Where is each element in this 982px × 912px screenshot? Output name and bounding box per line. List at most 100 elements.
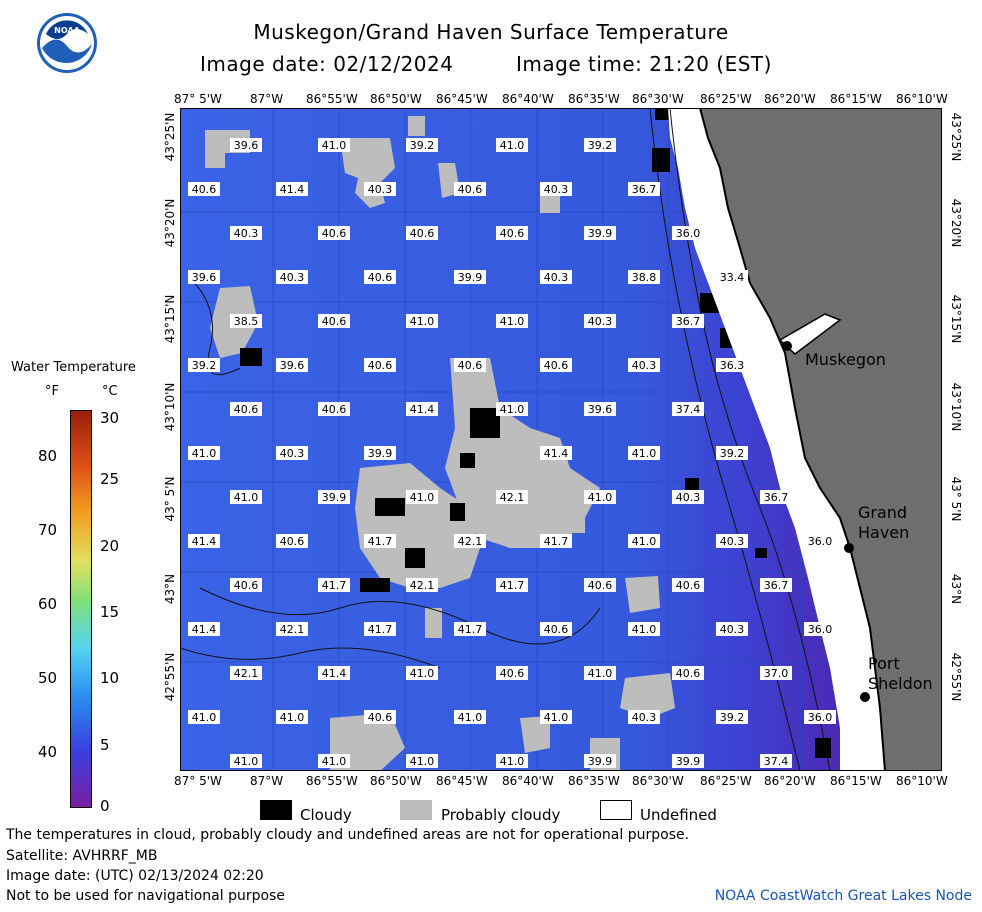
temperature-value: 41.0 [192, 447, 217, 460]
temperature-value: 40.3 [368, 183, 393, 196]
temperature-label: 40.3 [584, 314, 616, 328]
temperature-value: 37.4 [676, 403, 701, 416]
temperature-value: 40.6 [500, 227, 525, 240]
lon-label: 86°25'W [700, 92, 752, 106]
lon-label: 86°40'W [502, 92, 554, 106]
map-frame [180, 108, 942, 771]
lon-label: 86°50'W [370, 774, 422, 788]
temperature-label: 38.8 [628, 270, 660, 284]
lon-label: 86°35'W [568, 92, 620, 106]
temperature-value: 40.6 [410, 227, 435, 240]
temperature-label: 36.7 [760, 490, 792, 504]
temperature-label: 39.2 [406, 138, 438, 152]
temperature-label: 36.0 [804, 622, 836, 636]
colorbar-c-tick: 25 [100, 470, 120, 488]
temperature-label: 41.0 [496, 314, 528, 328]
temperature-label: 36.7 [672, 314, 704, 328]
temperature-value: 40.3 [632, 359, 657, 372]
temperature-label: 41.0 [540, 710, 572, 724]
colorbar-c-tick: 15 [100, 603, 120, 621]
temperature-value: 40.3 [676, 491, 701, 504]
temperature-value: 41.0 [632, 535, 657, 548]
temperature-label: 39.6 [276, 358, 308, 372]
colorbar [70, 410, 92, 808]
temperature-label: 40.6 [364, 710, 396, 724]
temperature-value: 40.6 [368, 711, 393, 724]
colorbar-c-tick: 0 [100, 797, 110, 815]
lon-label: 86°20'W [764, 774, 816, 788]
temperature-value: 39.9 [588, 227, 613, 240]
lon-label: 86°55'W [306, 774, 358, 788]
temperature-value: 41.0 [322, 755, 347, 768]
land-area [698, 108, 942, 771]
lat-label: 43° 5'N [949, 476, 963, 522]
page-title: Muskegon/Grand Haven Surface Temperature [253, 20, 729, 44]
footer-disclaimer: The temperatures in cloud, probably clou… [6, 827, 690, 843]
temperature-value: 40.3 [280, 271, 305, 284]
temperature-label: 40.3 [230, 226, 262, 240]
temperature-label: 41.0 [406, 754, 438, 768]
temperature-label: 41.0 [406, 666, 438, 680]
temperature-value: 38.5 [234, 315, 259, 328]
temperature-value: 41.0 [234, 491, 259, 504]
temperature-value: 42.1 [410, 579, 435, 592]
temperature-label: 37.4 [672, 402, 704, 416]
temperature-label: 41.0 [230, 754, 262, 768]
temperature-label: 40.3 [716, 622, 748, 636]
lat-label: 42°55'N [163, 652, 177, 702]
temperature-label: 40.6 [540, 358, 572, 372]
temperature-label: 42.1 [454, 534, 486, 548]
temperature-label: 42.1 [230, 666, 262, 680]
temperature-value: 41.0 [410, 315, 435, 328]
temperature-label: 40.6 [188, 182, 220, 196]
temperature-value: 41.0 [322, 139, 347, 152]
temperature-value: 39.2 [588, 139, 613, 152]
temperature-value: 41.0 [458, 711, 483, 724]
temperature-label: 40.3 [628, 358, 660, 372]
temperature-value: 40.6 [280, 535, 305, 548]
lon-label: 87°W [250, 92, 284, 106]
grand-haven-marker [844, 543, 854, 553]
temperature-value: 40.6 [676, 667, 701, 680]
legend-undefined-label: Undefined [640, 806, 717, 824]
temperature-label: 40.3 [672, 490, 704, 504]
temperature-value: 39.6 [234, 139, 259, 152]
temperature-value: 36.3 [720, 359, 745, 372]
temperature-value: 39.2 [720, 447, 745, 460]
temperature-value: 41.7 [544, 535, 569, 548]
temperature-label: 41.0 [406, 490, 438, 504]
lon-label: 86°55'W [306, 92, 358, 106]
image-time: Image time: 21:20 (EST) [516, 52, 772, 76]
lat-label: 43°10'N [949, 382, 963, 432]
temperature-label: 42.1 [496, 490, 528, 504]
temperature-label: 41.0 [584, 666, 616, 680]
temperature-value: 36.7 [632, 183, 657, 196]
temperature-value: 41.7 [368, 623, 393, 636]
temperature-value: 41.0 [234, 755, 259, 768]
temperature-label: 41.4 [188, 622, 220, 636]
temperature-value: 40.6 [368, 271, 393, 284]
lon-label: 86°45'W [436, 92, 488, 106]
temperature-value: 36.7 [764, 579, 789, 592]
temperature-label: 40.6 [230, 402, 262, 416]
temperature-value: 40.6 [458, 359, 483, 372]
temperature-label: 41.4 [318, 666, 350, 680]
temperature-label: 39.2 [716, 710, 748, 724]
temperature-value: 41.4 [192, 623, 217, 636]
noaa-logo: NOAA [36, 12, 98, 74]
temperature-label: 41.4 [540, 446, 572, 460]
temperature-label: 41.4 [276, 182, 308, 196]
image-date: Image date: 02/12/2024 [200, 52, 454, 76]
lon-label: 86°40'W [502, 774, 554, 788]
temperature-label: 41.4 [406, 402, 438, 416]
footer-satellite: Satellite: AVHRRF_MB [6, 848, 158, 864]
legend-probably-cloudy-swatch [400, 800, 432, 820]
temperature-label: 39.9 [454, 270, 486, 284]
temperature-label: 40.3 [628, 710, 660, 724]
temperature-label: 40.6 [318, 226, 350, 240]
temperature-label: 41.0 [628, 534, 660, 548]
temperature-value: 40.3 [720, 535, 745, 548]
temperature-label: 39.9 [584, 754, 616, 768]
temperature-label: 41.7 [364, 534, 396, 548]
temperature-label: 41.0 [406, 314, 438, 328]
